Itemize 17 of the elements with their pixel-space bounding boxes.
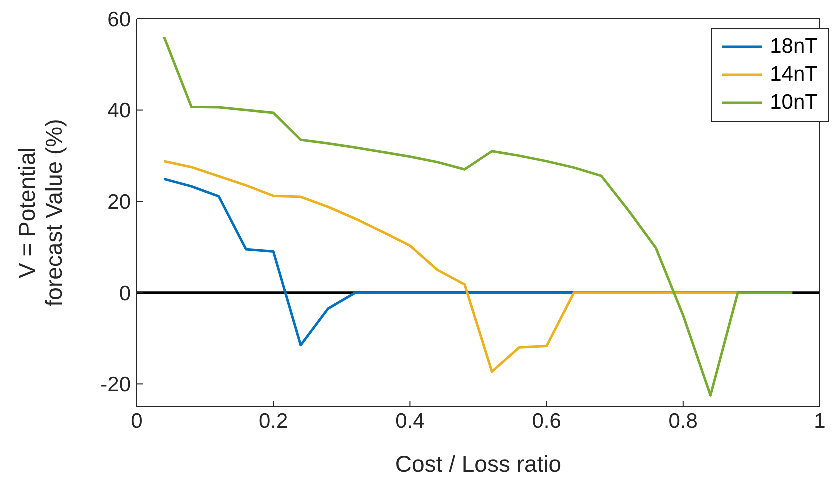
y-tick-label: 60 (108, 8, 131, 32)
y-tick-label: 20 (108, 191, 131, 214)
y-tick-label: 0 (119, 282, 131, 306)
legend-label: 18nT (770, 35, 818, 59)
line-series (163, 178, 576, 347)
line-series (163, 160, 740, 374)
x-tick-label: 1 (814, 410, 826, 433)
y-axis-title: V = Potential forecast Value (%) (14, 119, 67, 307)
y-tick-label: 40 (108, 100, 131, 123)
x-tick-label: 0.2 (259, 410, 288, 433)
x-tick-label: 0.6 (532, 410, 562, 433)
x-tick-label: 0.4 (396, 410, 426, 433)
legend-label: 14nT (770, 63, 818, 87)
legend-label: 10nT (770, 91, 818, 115)
x-axis-title: Cost / Loss ratio (395, 451, 562, 477)
x-tick-label: 0.8 (668, 410, 698, 433)
y-tick-label: -20 (100, 374, 131, 397)
